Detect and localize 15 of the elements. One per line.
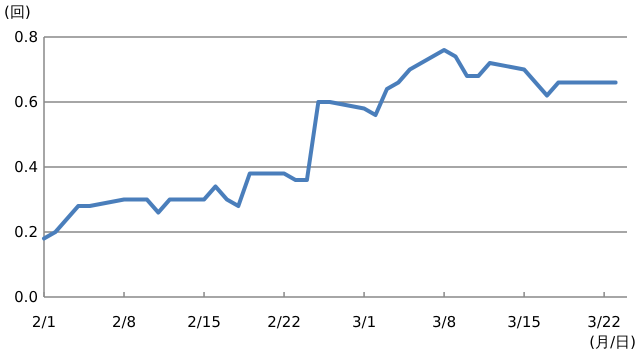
x-tick-label: 3/15 [507, 313, 541, 331]
x-tick-label: 2/1 [32, 313, 56, 331]
y-tick-label: 0.0 [14, 288, 38, 306]
x-tick-label: 3/22 [587, 313, 621, 331]
y-tick-label: 0.2 [14, 223, 38, 241]
x-tick-label: 2/8 [112, 313, 136, 331]
y-tick-label: 0.8 [14, 28, 38, 46]
x-tick-label: 2/22 [267, 313, 301, 331]
x-axis-title: (月/日) [589, 333, 636, 351]
y-axis-title: (回) [4, 3, 31, 21]
y-tick-label: 0.6 [14, 93, 38, 111]
x-tick-label: 3/8 [432, 313, 456, 331]
x-tick-label: 3/1 [352, 313, 376, 331]
x-tick-label: 2/15 [187, 313, 221, 331]
y-tick-label: 0.4 [14, 158, 38, 176]
